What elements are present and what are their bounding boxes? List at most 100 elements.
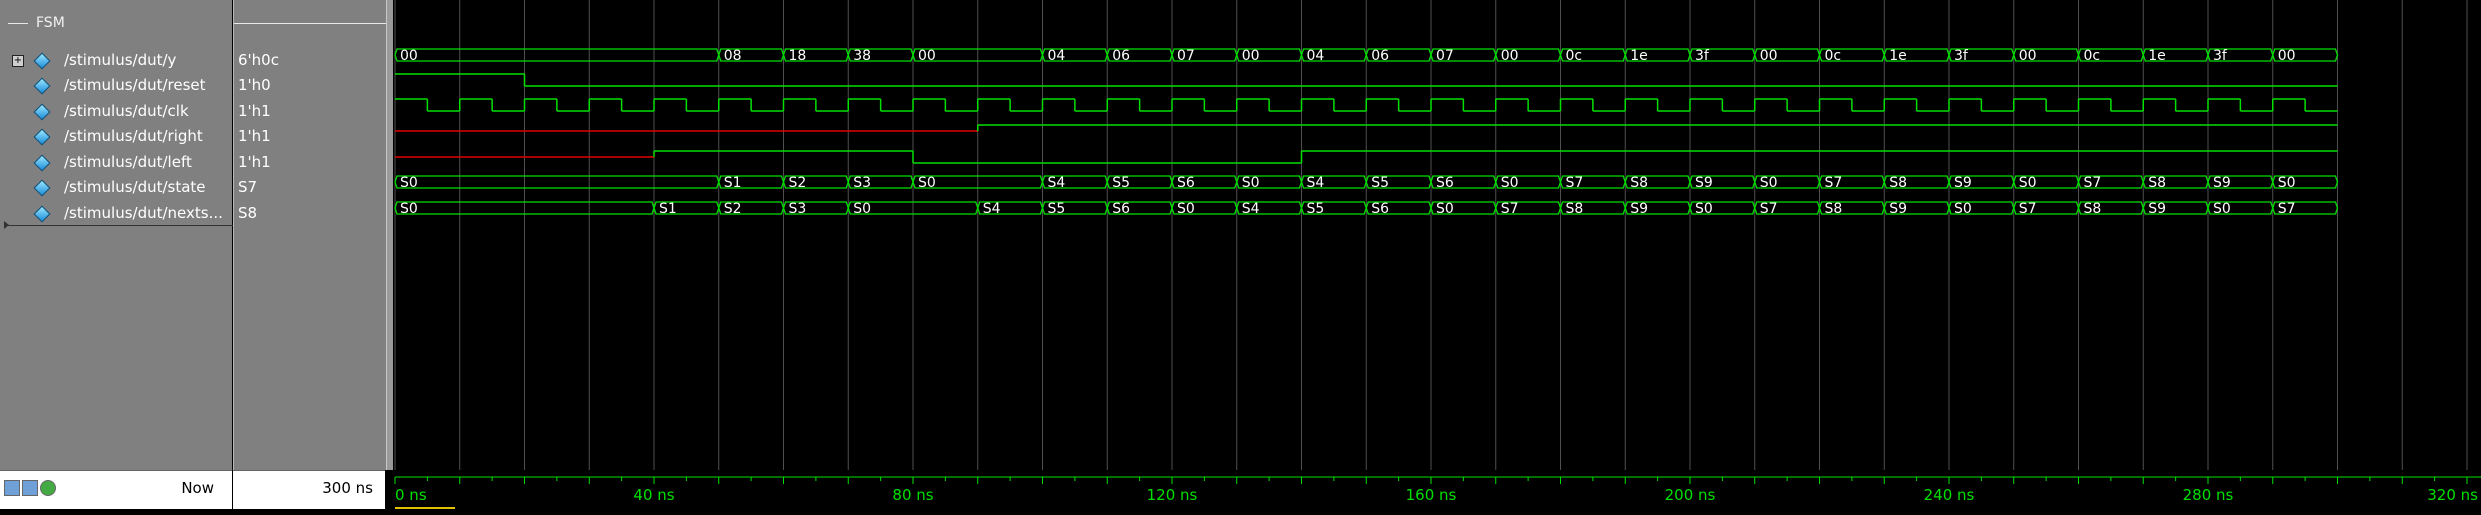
bus-value-label: S7 <box>2278 201 2296 217</box>
bus-value-label: S0 <box>1242 175 1260 191</box>
bus-segment <box>1171 175 1238 189</box>
signal-name: /stimulus/dut/left <box>64 153 192 171</box>
bus-value-label: S9 <box>2213 175 2231 191</box>
signal-name: /stimulus/dut/y <box>64 51 177 69</box>
bus-segment <box>1754 48 1821 62</box>
bus-value-label: 1e <box>1630 48 1648 64</box>
bus-segment <box>912 48 1044 62</box>
bus-segment <box>1754 201 1821 215</box>
signal-diamond-icon <box>33 103 51 121</box>
bus-segment <box>2013 175 2080 189</box>
expand-icon[interactable]: + <box>12 55 24 67</box>
signal-row-right[interactable]: /stimulus/dut/right <box>0 124 232 149</box>
bus-segment <box>1689 201 1756 215</box>
bus-segment <box>1236 175 1303 189</box>
bus-value-label: S0 <box>400 175 418 191</box>
insertion-marker <box>4 221 378 229</box>
waveform-pane[interactable]: 00 08 18 38 00 04 06 07 00 04 06 07 00 0c 1e 3f 00 0c 1e 3f… <box>393 0 2481 470</box>
signal-diamond-icon <box>33 77 51 95</box>
bus-segment <box>2077 175 2144 189</box>
bus-value-label: 3f <box>2213 48 2228 64</box>
bus-value-label: S3 <box>789 201 807 217</box>
bus-segment <box>1106 48 1173 62</box>
ruler-tick-label: 120 ns <box>1147 486 1198 504</box>
bus-segment <box>782 175 849 189</box>
bus-value-label: S7 <box>1566 175 1584 191</box>
bus-segment <box>1041 201 1108 215</box>
bus-value-label: 00 <box>1501 48 1519 64</box>
bus-value-label: S1 <box>659 201 677 217</box>
bus-value-label: 00 <box>2278 48 2296 64</box>
bus-value-label: S7 <box>1825 175 1843 191</box>
signal-row-left[interactable]: /stimulus/dut/left <box>0 150 232 175</box>
bus-value-label: S1 <box>724 175 742 191</box>
edit-cursor-icon[interactable] <box>22 480 38 496</box>
bus-value-label: S7 <box>2084 175 2102 191</box>
bus-segment <box>1106 175 1173 189</box>
bus-segment <box>718 48 785 62</box>
bus-value-label: S5 <box>1048 201 1066 217</box>
bus-value-label: S9 <box>1695 175 1713 191</box>
bus-segment <box>1236 201 1303 215</box>
bus-segment <box>2077 201 2144 215</box>
bus-value-label: S5 <box>1307 201 1325 217</box>
bus-value-label: S4 <box>1307 175 1325 191</box>
bus-value-label: S0 <box>1954 201 1972 217</box>
bus-value-label: S8 <box>1630 175 1648 191</box>
bus-segment <box>1106 201 1173 215</box>
signal-value: 1'h1 <box>238 153 271 171</box>
bus-segment <box>1430 175 1497 189</box>
timeline-ruler[interactable]: 0 ns 40 ns 80 ns 120 ns 160 ns 200 ns 240 ns 28… <box>0 470 2481 511</box>
signal-value: 6'h0c <box>238 51 279 69</box>
bus-segment <box>1495 48 1562 62</box>
bus-segment <box>1236 48 1303 62</box>
signal-row-clk[interactable]: /stimulus/dut/clk <box>0 99 232 124</box>
bus-value-label: S4 <box>1048 175 1066 191</box>
add-cursor-icon[interactable] <box>40 480 56 496</box>
bus-segment <box>782 48 849 62</box>
bus-value-label: S6 <box>1371 201 1389 217</box>
bus-segment <box>1559 48 1626 62</box>
bus-segment <box>1624 201 1691 215</box>
signal-row-reset[interactable]: /stimulus/dut/reset <box>0 73 232 98</box>
ruler-tick-label: 240 ns <box>1924 486 1975 504</box>
bus-value-label: 3f <box>1695 48 1710 64</box>
ruler-tick-label: 80 ns <box>892 486 933 504</box>
group-divider-fsm[interactable]: FSM <box>8 16 386 30</box>
bus-segment <box>394 175 720 189</box>
bus-value-label: 00 <box>400 48 418 64</box>
signal-row-y[interactable]: + /stimulus/dut/y <box>0 48 232 73</box>
bus-segment <box>1430 48 1497 62</box>
bus-value-label: S9 <box>1630 201 1648 217</box>
bus-value-label: S0 <box>2019 175 2037 191</box>
bus-value-label: S9 <box>1954 175 1972 191</box>
ruler-tick-label: 280 ns <box>2183 486 2234 504</box>
signal-value: 1'h0 <box>238 76 271 94</box>
bus-segment <box>2272 175 2339 189</box>
bus-value-label: S4 <box>1242 201 1260 217</box>
bus-value-label: S6 <box>1112 201 1130 217</box>
bus-value-label: S0 <box>400 201 418 217</box>
waveform-canvas[interactable]: 00 08 18 38 00 04 06 07 00 04 06 07 00 0c 1e 3f 00 0c 1e 3f… <box>393 0 2481 470</box>
bus-segment <box>847 175 914 189</box>
signal-row-nextstate[interactable]: /stimulus/dut/nexts... <box>0 201 232 226</box>
now-time-cell: 300 ns <box>233 470 385 509</box>
bus-segment <box>1883 175 1950 189</box>
signal-name: /stimulus/dut/right <box>64 127 203 145</box>
bus-value-label: S0 <box>918 175 936 191</box>
bus-segment <box>2272 48 2339 62</box>
bus-value-label: S8 <box>2148 175 2166 191</box>
bus-segment <box>1495 175 1562 189</box>
bus-value-label: S0 <box>1436 201 1454 217</box>
bus-value-label: 06 <box>1112 48 1130 64</box>
bus-segment <box>1883 48 1950 62</box>
bus-segment <box>2272 201 2339 215</box>
bus-value-label: S9 <box>1889 201 1907 217</box>
bus-segment <box>1883 201 1950 215</box>
timeline-bar: 0 ns 40 ns 80 ns 120 ns 160 ns 200 ns 240 ns 28… <box>0 470 2481 511</box>
group-divider-line-right <box>234 23 386 24</box>
bus-segment <box>1948 48 2015 62</box>
signal-row-state[interactable]: /stimulus/dut/state <box>0 175 232 200</box>
add-wave-icon[interactable] <box>4 480 20 496</box>
bus-value-label: S7 <box>1501 201 1519 217</box>
